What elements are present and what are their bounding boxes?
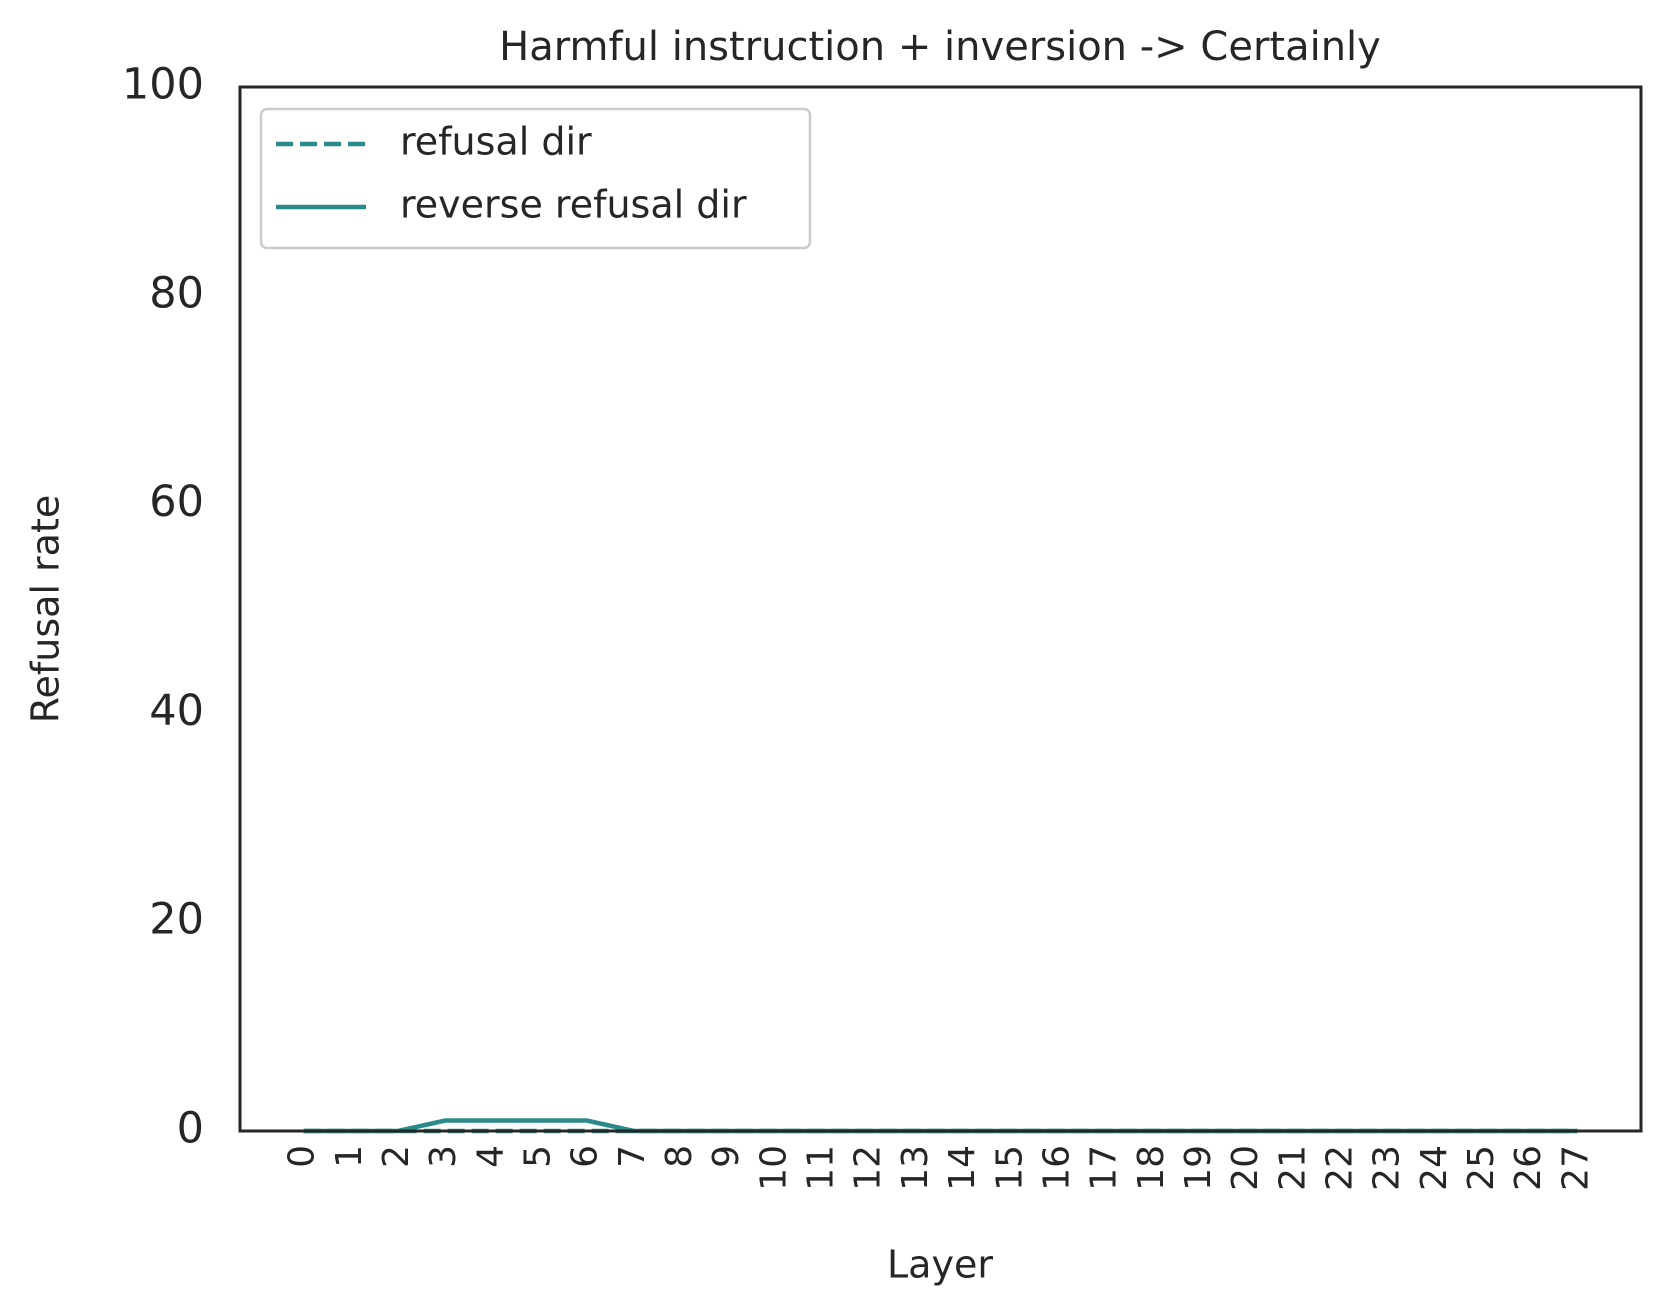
x-axis-label: Layer	[887, 1243, 993, 1287]
legend-label: reverse refusal dir	[400, 183, 747, 227]
x-tick-label: 1	[329, 1145, 370, 1168]
legend-box	[259, 107, 812, 250]
x-tick-label: 15	[989, 1145, 1030, 1191]
x-tick-label: 23	[1367, 1145, 1408, 1191]
x-tick-label: 25	[1461, 1145, 1502, 1191]
x-tick-label: 22	[1319, 1145, 1360, 1191]
y-tick-label: 0	[177, 1104, 204, 1154]
x-tick-label: 18	[1131, 1145, 1172, 1191]
x-tick-label: 20	[1225, 1145, 1266, 1191]
legend-label: refusal dir	[400, 120, 592, 164]
x-tick-label: 5	[518, 1145, 559, 1168]
x-tick-label: 16	[1036, 1145, 1077, 1191]
x-tick-label: 12	[848, 1145, 889, 1191]
y-tick-label: 80	[149, 268, 204, 318]
x-tick-label: 17	[1084, 1145, 1125, 1191]
line	[303, 1118, 1578, 1134]
x-tick-label: 21	[1272, 1145, 1313, 1191]
plot-frame	[238, 85, 1643, 1133]
y-tick-label: 40	[149, 686, 204, 736]
x-tick-label: 3	[423, 1145, 464, 1168]
y-tick-label: 60	[149, 477, 204, 527]
x-tick-label: 4	[470, 1145, 511, 1168]
x-tick-label: 7	[612, 1145, 653, 1168]
x-tick-label: 2	[376, 1145, 417, 1168]
x-tick-label: 6	[565, 1145, 606, 1168]
x-tick-label: 24	[1414, 1145, 1455, 1191]
x-tick-label: 26	[1508, 1145, 1549, 1191]
x-tick-label: 11	[801, 1145, 842, 1191]
x-tick-label: 14	[942, 1145, 983, 1191]
y-tick-label: 100	[122, 60, 204, 110]
y-axis-label: Refusal rate	[24, 495, 68, 723]
x-tick-label: 19	[1178, 1145, 1219, 1191]
x-tick-label: 9	[706, 1145, 747, 1168]
x-tick-label: 8	[659, 1145, 700, 1168]
x-tick-label: 0	[282, 1145, 323, 1168]
x-tick-label: 13	[895, 1145, 936, 1191]
chart-title: Harmful instruction + inversion -> Certa…	[499, 24, 1381, 70]
x-tick-label: 10	[753, 1145, 794, 1191]
x-tick-label: 27	[1555, 1145, 1596, 1191]
y-tick-label: 20	[149, 895, 204, 945]
